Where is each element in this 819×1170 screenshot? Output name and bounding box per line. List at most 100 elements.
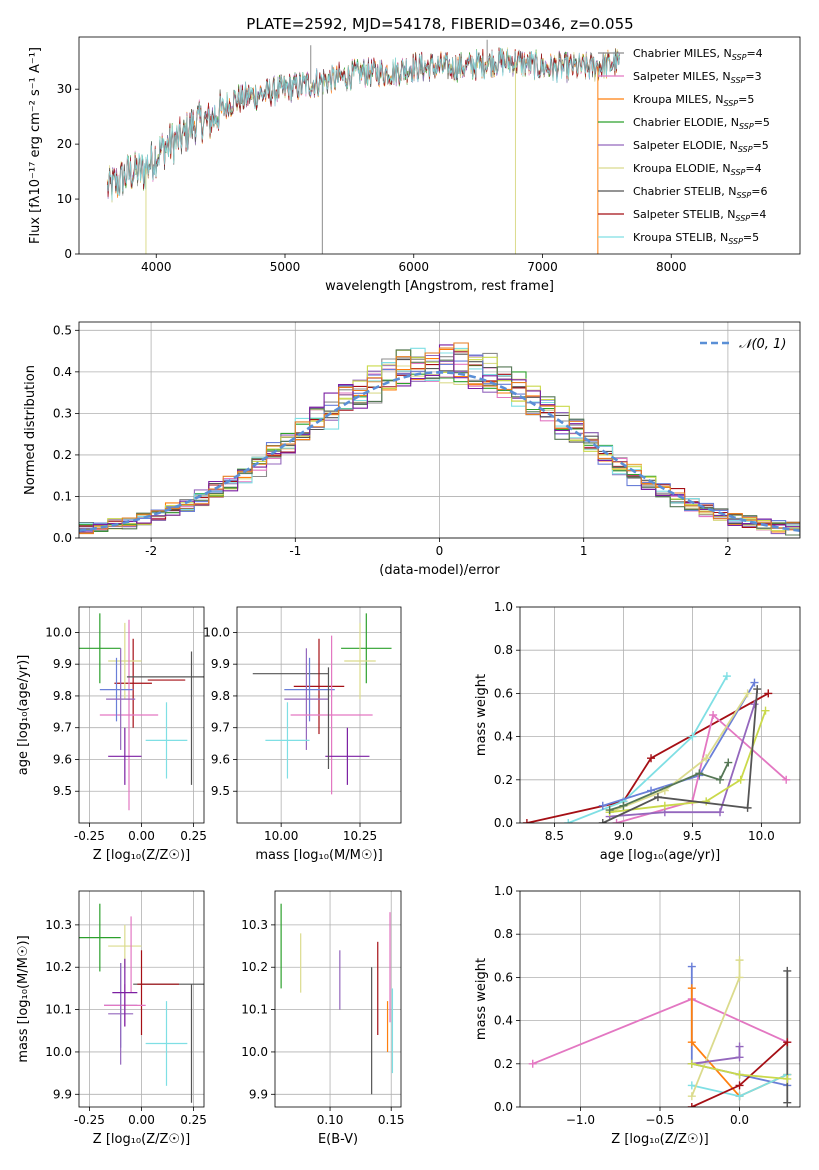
errorbar: [145, 702, 188, 779]
series-marker: [695, 769, 704, 778]
y-tick-label: 0.8: [494, 927, 513, 941]
series-marker: [750, 700, 759, 709]
series-marker: [736, 775, 745, 784]
series-marker: [660, 801, 669, 810]
series-marker: [687, 962, 696, 971]
legend-entry: Kroupa STELIB, NSSP=5: [633, 231, 759, 246]
series-marker: [735, 973, 744, 982]
series-marker: [688, 732, 697, 741]
y-tick-label: 0.0: [494, 816, 513, 830]
residuals-panel: -2 -1 0 1 2 0.0 0.1 0.2 0.3 0.4 0.5 (data-model)/er…: [23, 321, 801, 578]
x-tick-label: -1: [289, 544, 301, 558]
y-tick-label: 9.7: [211, 721, 230, 735]
series-marker: [724, 758, 733, 767]
x-tick-label: 0.15: [378, 1113, 405, 1127]
legend-entry: Kroupa MILES, NSSP=5: [633, 93, 754, 108]
series-marker: [687, 1081, 696, 1090]
x-axis-label: age [log₁₀(age/yr)]: [600, 848, 721, 863]
errorbar: [325, 727, 370, 785]
series-marker: [687, 1059, 696, 1068]
y-tick-label: 0.0: [494, 1100, 513, 1114]
series-marker: [783, 966, 792, 975]
y-tick-label: 10.0: [241, 1045, 268, 1059]
errorbar: [293, 638, 345, 735]
axes-frame: [519, 890, 801, 1108]
errorbar: [108, 963, 134, 1065]
y-axis-label: mass weight: [474, 674, 489, 756]
series-marker: [612, 819, 621, 823]
spectrum-line: [106, 47, 620, 201]
y-tick-label: 10.3: [241, 918, 268, 932]
y-tick-label: 0: [64, 247, 72, 261]
x-tick-label: -0.25: [74, 829, 105, 843]
legend-entry: Salpeter ELODIE, NSSP=5: [633, 139, 769, 154]
x-axis-label: Z [log₁₀(Z/Z☉)]: [611, 1132, 708, 1147]
y-tick-label: 9.9: [211, 657, 230, 671]
series-marker: [722, 672, 731, 681]
series-marker: [687, 1092, 696, 1101]
y-tick-label: 0.6: [494, 686, 513, 700]
axes-frame: [78, 606, 205, 824]
histogram-series: [79, 344, 800, 533]
sfh-Z-panel: −1.0 −0.5 0.0 0.0 0.2 0.4 0.6 0.8 1.0 Z [log₁₀(Z/…: [474, 884, 801, 1147]
y-tick-label: 9.6: [53, 752, 72, 766]
errorbar: [108, 727, 142, 785]
legend-entry: Salpeter MILES, NSSP=3: [633, 70, 762, 85]
legend-entry: Chabrier ELODIE, NSSP=5: [633, 116, 770, 131]
y-tick-label: 10: [57, 192, 72, 206]
x-axis-label: mass [log₁₀(M/M☉)]: [255, 848, 382, 863]
histogram-series: [79, 342, 800, 535]
series-marker: [716, 775, 724, 784]
y-tick-label: 9.8: [211, 689, 230, 703]
y-tick-label: 0.8: [494, 643, 513, 657]
x-tick-label: 0.00: [128, 1113, 155, 1127]
errorbars: [79, 903, 204, 1103]
series-line: [609, 692, 749, 814]
errorbar: [284, 648, 329, 750]
series-marker: [605, 806, 614, 815]
series-marker: [753, 685, 762, 694]
legend-entry: Salpeter STELIB, NSSP=4: [633, 208, 766, 223]
series-marker: [764, 689, 773, 698]
y-tick-label: 9.6: [211, 752, 230, 766]
histograms: [79, 342, 800, 537]
y-tick-label: 9.9: [53, 657, 72, 671]
series-marker: [761, 706, 770, 715]
figure-title: PLATE=2592, MJD=54178, FIBERID=0346, z=0…: [246, 15, 633, 33]
y-tick-label: 0.2: [494, 773, 513, 787]
x-tick-label: 7000: [527, 260, 558, 274]
sfh-age-panel: 8.5 9.0 9.5 10.0 0.0 0.2 0.4 0.6 0.8 1.0 age [log₁…: [474, 600, 801, 863]
errorbar: [99, 619, 159, 811]
y-tick-label: 0.2: [53, 448, 72, 462]
axes-frame: [236, 606, 402, 824]
series-marker: [702, 797, 711, 806]
series-marker: [783, 1098, 792, 1107]
series-marker: [743, 689, 752, 698]
y-tick-label: 10.1: [45, 1003, 72, 1017]
y-tick-label: 0.1: [53, 489, 72, 503]
series-line: [690, 960, 741, 1097]
x-tick-label: 0.10: [317, 1113, 344, 1127]
y-tick-label: 9.7: [53, 721, 72, 735]
x-tick-label: 2: [724, 544, 732, 558]
spectrum-panel: 4000 5000 6000 7000 8000 0 10 20 30 wavelength [A…: [28, 36, 801, 294]
errorbar: [341, 613, 392, 684]
series-marker: [735, 1070, 744, 1079]
series-marker: [709, 711, 718, 719]
axes-frame: [78, 36, 801, 255]
x-axis-label: wavelength [Angstrom, rest frame]: [325, 279, 554, 294]
y-tick-label: 0.4: [494, 730, 513, 744]
x-tick-label: 10.25: [343, 829, 377, 843]
x-tick-label: 0.25: [180, 829, 207, 843]
errorbars: [280, 903, 394, 1095]
y-tick-label: 0.4: [494, 1014, 513, 1028]
legend-entry: Kroupa ELODIE, NSSP=4: [633, 162, 762, 177]
y-tick-label: 1.0: [494, 884, 513, 898]
y-tick-label: 0.4: [53, 365, 72, 379]
series-marker: [522, 819, 531, 823]
y-tick-label: 9.9: [249, 1087, 268, 1101]
series-marker: [735, 1081, 744, 1090]
y-tick-label: 10.3: [45, 918, 72, 932]
